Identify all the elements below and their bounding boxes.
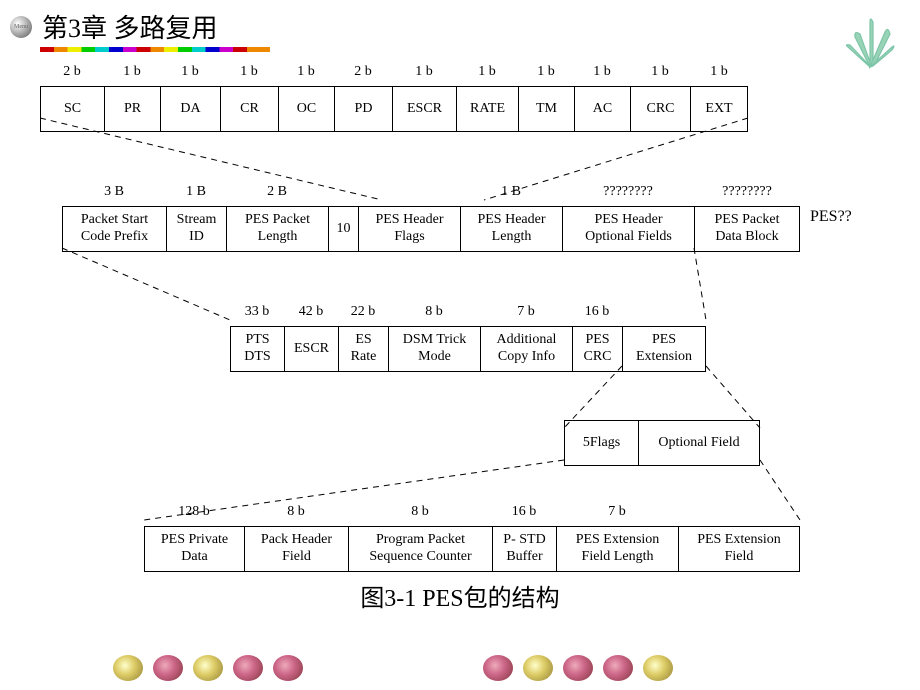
field-cell: TM bbox=[518, 86, 574, 132]
field-cell: 10 bbox=[328, 206, 358, 252]
field-row-row4: 5FlagsOptional Field bbox=[564, 410, 760, 466]
field-cell: PTSDTS bbox=[230, 326, 284, 372]
bit-label: 3 B bbox=[62, 184, 166, 202]
field-row-row1: 2 b1 b1 b1 b1 b2 b1 b1 b1 b1 b1 b1 bSCPR… bbox=[40, 60, 748, 132]
bit-label bbox=[328, 184, 358, 202]
field-cell: PES PrivateData bbox=[144, 526, 244, 572]
field-cell: PES HeaderOptional Fields bbox=[562, 206, 694, 252]
field-cell: DA bbox=[160, 86, 220, 132]
field-cell: SC bbox=[40, 86, 104, 132]
field-cell: Optional Field bbox=[638, 420, 760, 466]
bit-label: 1 B bbox=[460, 184, 562, 202]
bit-label bbox=[638, 414, 760, 416]
field-cell: OC bbox=[278, 86, 334, 132]
field-cell: Pack HeaderField bbox=[244, 526, 348, 572]
bit-label: 1 b bbox=[278, 64, 334, 82]
field-cell: RATE bbox=[456, 86, 518, 132]
bit-label bbox=[564, 414, 638, 416]
bit-label: 2 b bbox=[40, 64, 104, 82]
field-cell: P- STDBuffer bbox=[492, 526, 556, 572]
bit-label: 128 b bbox=[144, 504, 244, 522]
flower-decoration-right bbox=[480, 652, 676, 684]
bit-label: 1 b bbox=[160, 64, 220, 82]
field-row-row3: 33 b42 b22 b8 b7 b16 b PTSDTSESCRESRateDS… bbox=[230, 300, 706, 372]
menu-icon[interactable]: Menu bbox=[10, 16, 32, 38]
field-cell: StreamID bbox=[166, 206, 226, 252]
field-cells: Packet StartCode PrefixStreamIDPES Packe… bbox=[62, 206, 800, 252]
bit-labels bbox=[564, 414, 760, 416]
bit-labels: 128 b8 b8 b16 b7 b bbox=[144, 504, 800, 522]
field-cell: ESCR bbox=[392, 86, 456, 132]
bit-label: ???????? bbox=[562, 184, 694, 202]
bit-label: 8 b bbox=[348, 504, 492, 522]
field-cell: PES ExtensionField bbox=[678, 526, 800, 572]
bit-label: 7 b bbox=[556, 504, 678, 522]
field-row-row5: 128 b8 b8 b16 b7 bPES PrivateDataPack He… bbox=[144, 500, 800, 572]
field-cells: PES PrivateDataPack HeaderFieldProgram P… bbox=[144, 526, 800, 572]
bit-label: 1 b bbox=[220, 64, 278, 82]
bit-label: 22 b bbox=[338, 304, 388, 322]
bit-labels: 2 b1 b1 b1 b1 b2 b1 b1 b1 b1 b1 b1 b bbox=[40, 64, 748, 82]
field-cell: PES PacketData Block bbox=[694, 206, 800, 252]
field-cell: PESCRC bbox=[572, 326, 622, 372]
bit-label: ???????? bbox=[694, 184, 800, 202]
slide-header: Menu 第3章 多路复用 bbox=[0, 0, 920, 45]
bit-label bbox=[678, 504, 800, 522]
field-cell: PESExtension bbox=[622, 326, 706, 372]
field-cells: 5FlagsOptional Field bbox=[564, 420, 760, 466]
bit-label: 2 b bbox=[334, 64, 392, 82]
field-cell: PES HeaderFlags bbox=[358, 206, 460, 252]
bit-label: 42 b bbox=[284, 304, 338, 322]
bit-label: 16 b bbox=[492, 504, 556, 522]
bit-label bbox=[622, 304, 706, 322]
pes-side-label: PES?? bbox=[810, 208, 852, 226]
field-cells: PTSDTSESCRESRateDSM TrickModeAdditionalC… bbox=[230, 326, 706, 372]
field-cell: AC bbox=[574, 86, 630, 132]
leaf-decoration-icon bbox=[840, 12, 900, 72]
bit-labels: 3 B1 B2 B1 B???????????????? bbox=[62, 184, 800, 202]
bit-label: 1 b bbox=[392, 64, 456, 82]
bit-label: 7 b bbox=[480, 304, 572, 322]
bit-label: 8 b bbox=[244, 504, 348, 522]
field-cell: CRC bbox=[630, 86, 690, 132]
bit-label: 16 b bbox=[572, 304, 622, 322]
bit-label: 1 B bbox=[166, 184, 226, 202]
field-cell: EXT bbox=[690, 86, 748, 132]
bit-label: 1 b bbox=[456, 64, 518, 82]
field-cell: ESRate bbox=[338, 326, 388, 372]
bit-label bbox=[358, 184, 460, 202]
bit-label: 1 b bbox=[630, 64, 690, 82]
field-cell: DSM TrickMode bbox=[388, 326, 480, 372]
bit-label: 8 b bbox=[388, 304, 480, 322]
field-cell: ESCR bbox=[284, 326, 338, 372]
field-cell: PD bbox=[334, 86, 392, 132]
bit-label: 1 b bbox=[104, 64, 160, 82]
field-cell: AdditionalCopy Info bbox=[480, 326, 572, 372]
bit-label: 1 b bbox=[574, 64, 630, 82]
bit-labels: 33 b42 b22 b8 b7 b16 b bbox=[230, 304, 706, 322]
chapter-title: 第3章 多路复用 bbox=[42, 8, 218, 45]
flower-decoration-left bbox=[110, 652, 306, 684]
field-cell: Packet StartCode Prefix bbox=[62, 206, 166, 252]
field-cell: PES ExtensionField Length bbox=[556, 526, 678, 572]
field-cell: CR bbox=[220, 86, 278, 132]
bit-label: 1 b bbox=[690, 64, 748, 82]
bit-label: 1 b bbox=[518, 64, 574, 82]
bit-label: 2 B bbox=[226, 184, 328, 202]
bit-label: 33 b bbox=[230, 304, 284, 322]
field-cell: PES HeaderLength bbox=[460, 206, 562, 252]
rainbow-divider bbox=[40, 47, 270, 52]
figure-caption: 图3-1 PES包的结构 bbox=[0, 578, 920, 613]
field-cell: 5Flags bbox=[564, 420, 638, 466]
field-row-row2: 3 B1 B2 B1 B????????????????Packet Start… bbox=[62, 180, 800, 252]
field-cell: Program PacketSequence Counter bbox=[348, 526, 492, 572]
field-cell: PES PacketLength bbox=[226, 206, 328, 252]
field-cells: SCPRDACROCPDESCRRATETMACCRCEXT bbox=[40, 86, 748, 132]
field-cell: PR bbox=[104, 86, 160, 132]
